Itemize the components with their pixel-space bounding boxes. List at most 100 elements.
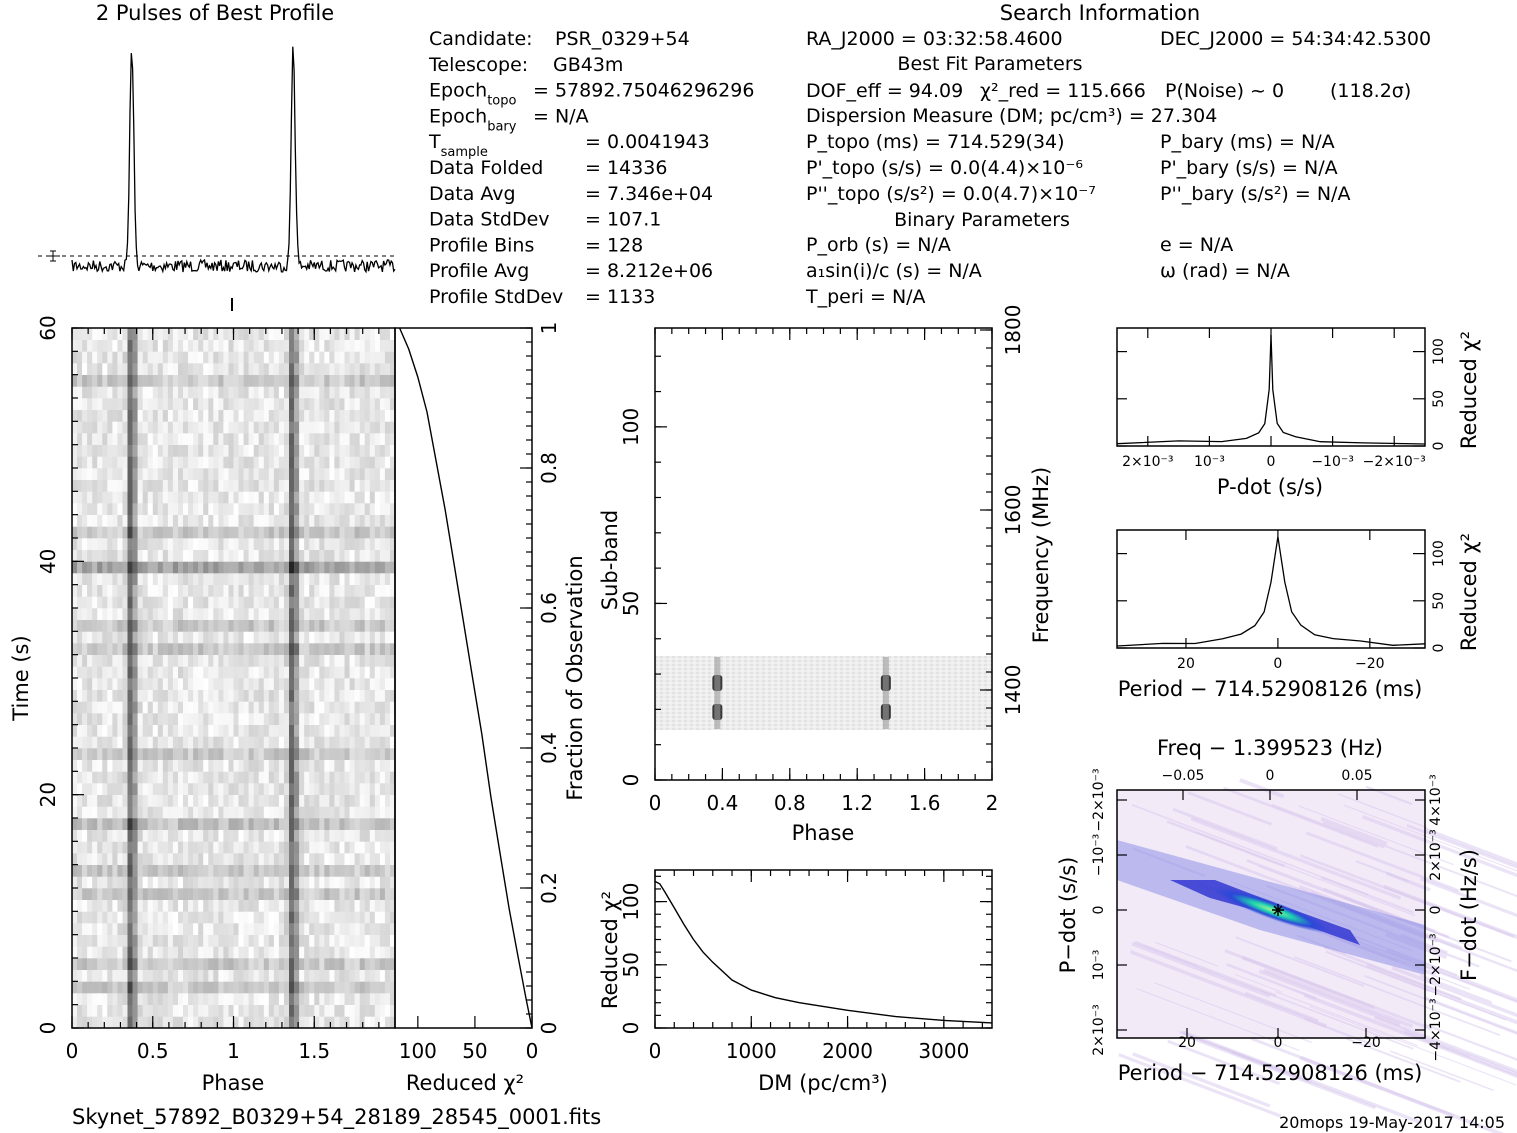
ppdot-streak [1250, 1037, 1455, 1117]
tp-cell [359, 678, 365, 690]
tp-cell [218, 748, 224, 760]
tp-cell [112, 328, 118, 340]
tp-cell [147, 468, 153, 480]
tp-cell [304, 958, 310, 970]
tp-cell [223, 829, 229, 842]
tp-cell [273, 468, 280, 480]
tp-cell [319, 561, 325, 574]
tp-cell [324, 386, 330, 399]
tp-cell [359, 526, 365, 539]
tp-cell [359, 479, 365, 492]
tp-cell [334, 794, 340, 807]
tp-cell [203, 888, 209, 900]
tp-cell [223, 421, 229, 434]
tp-cell [284, 969, 290, 982]
tp-cell [233, 899, 239, 912]
tp-cell [253, 468, 259, 480]
tp-cell [117, 561, 123, 574]
tp-cell [334, 666, 340, 679]
tp-cell [198, 678, 204, 690]
tp-cell [213, 689, 219, 702]
tp-cell [127, 981, 133, 994]
tp-cell [152, 643, 159, 655]
tp-cell [339, 794, 345, 807]
tp-cell [178, 468, 184, 480]
tp-cell [188, 759, 194, 772]
tp-cell [137, 724, 143, 737]
tp-cell [198, 829, 204, 842]
tp-cell [167, 654, 174, 667]
tp-cell [379, 864, 386, 877]
tp-cell [183, 689, 189, 702]
tp-cell [213, 503, 219, 515]
tp-cell [369, 503, 376, 515]
tp-cell [92, 806, 98, 819]
tp-cell [294, 794, 300, 807]
tp-cell [284, 363, 290, 375]
tp-cell [329, 444, 335, 457]
pd-line-ytick-label: 0 [1431, 442, 1447, 451]
tp-cell [379, 561, 386, 574]
tp-cell [349, 328, 355, 340]
tp-cell [344, 958, 350, 970]
tp-cell [198, 374, 204, 387]
ppdot-streak [1187, 791, 1272, 826]
tp-cell [172, 934, 179, 947]
cand-label-6: Data Avg [429, 183, 516, 205]
tp-cell [329, 678, 335, 690]
tp-cell [238, 619, 244, 632]
tp-cell [77, 678, 83, 690]
tp-cell [339, 724, 345, 737]
tp-cell [273, 1004, 280, 1017]
tp-cell [314, 514, 320, 527]
tp-cell [268, 864, 275, 877]
tp-cell [339, 468, 345, 480]
tp-cell [349, 701, 355, 714]
tp-cell [263, 643, 270, 655]
tp-cell [263, 713, 270, 725]
tp-cell [329, 503, 335, 515]
tp-cell [228, 409, 234, 422]
tp-cell [329, 433, 335, 445]
tp-cell [344, 608, 350, 620]
tp-cell [304, 748, 310, 760]
tp-cell [152, 958, 159, 970]
tp-cell [319, 409, 325, 422]
tp-cell [183, 631, 189, 644]
tp-cell [142, 444, 148, 457]
tp-cell [122, 584, 128, 597]
tp-cell [359, 783, 365, 795]
tp-cell [188, 701, 194, 714]
tp-cell [273, 573, 280, 585]
tp-cell [263, 421, 270, 434]
tp-cell [324, 409, 330, 422]
tp-cell [203, 748, 209, 760]
tp-cell [354, 981, 360, 994]
tp-cell [218, 503, 224, 515]
tp-cell [92, 363, 98, 375]
per-line-xtick-label: 20 [1177, 656, 1195, 672]
tp-cell [77, 1016, 83, 1029]
tp-cell [107, 608, 113, 620]
tp-cell [218, 608, 224, 620]
tp-cell [304, 689, 310, 702]
tp-cell [82, 724, 88, 737]
tp-cell [152, 584, 159, 597]
tp-cell [183, 526, 189, 539]
tp-cell [142, 724, 148, 737]
tp-cell [157, 771, 164, 784]
tp-cell [263, 328, 270, 340]
tp-cell [208, 701, 214, 714]
tp-cell [339, 561, 345, 574]
tp-cell [390, 561, 396, 574]
tp-cell [147, 818, 153, 830]
tp-cell [142, 736, 148, 749]
tp-cell [87, 958, 93, 970]
tp-cell [102, 456, 108, 469]
tp-cell [238, 398, 244, 410]
tp-cell [102, 619, 108, 632]
tp-cell [107, 666, 113, 679]
tp-cell [390, 818, 396, 830]
tp-cell [334, 409, 340, 422]
